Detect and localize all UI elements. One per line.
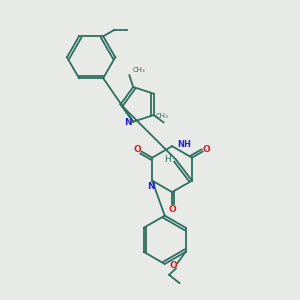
Text: H: H <box>164 155 171 164</box>
Text: N: N <box>124 118 132 127</box>
Text: O: O <box>134 145 141 154</box>
Text: O: O <box>168 205 176 214</box>
Text: O: O <box>203 145 211 154</box>
Text: NH: NH <box>177 140 191 149</box>
Text: N: N <box>147 182 154 191</box>
Text: CH₃: CH₃ <box>156 113 169 119</box>
Text: O: O <box>170 261 178 270</box>
Text: CH₃: CH₃ <box>133 67 146 73</box>
